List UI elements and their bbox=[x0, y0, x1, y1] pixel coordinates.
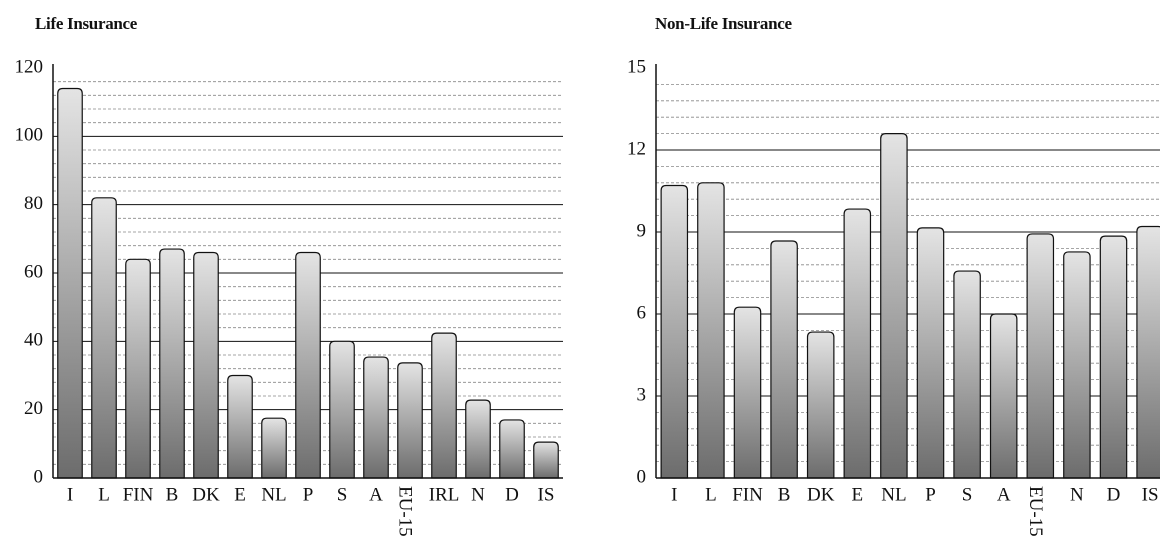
x-tick-label: N bbox=[471, 484, 485, 505]
x-tick-label: DK bbox=[192, 484, 220, 505]
bar bbox=[465, 399, 491, 479]
y-tick-label: 20 bbox=[24, 398, 43, 419]
y-tick-label: 3 bbox=[637, 384, 647, 405]
y-tick-label: 100 bbox=[15, 125, 44, 146]
bar bbox=[397, 362, 423, 479]
bar bbox=[363, 356, 389, 479]
bar bbox=[953, 270, 981, 479]
x-tick-label: B bbox=[778, 484, 791, 505]
bar bbox=[843, 208, 872, 479]
bar bbox=[1136, 225, 1160, 479]
x-tick-label: NL bbox=[261, 484, 286, 505]
x-tick-label: NL bbox=[881, 484, 906, 505]
x-tick-label: S bbox=[962, 484, 973, 505]
bar bbox=[91, 197, 117, 479]
x-tick-label: P bbox=[303, 484, 314, 505]
chart-title: Life Insurance bbox=[35, 14, 138, 33]
bar bbox=[125, 258, 151, 479]
x-tick-label: N bbox=[1070, 484, 1084, 505]
bar bbox=[1063, 251, 1091, 479]
y-tick-label: 12 bbox=[627, 138, 646, 159]
bar bbox=[533, 441, 559, 479]
x-tick-label: EU-15 bbox=[395, 486, 416, 537]
bar bbox=[159, 248, 185, 479]
x-tick-label: IRL bbox=[429, 484, 460, 505]
x-tick-label: P bbox=[925, 484, 936, 505]
x-tick-label: L bbox=[98, 484, 110, 505]
x-tick-label: S bbox=[337, 484, 348, 505]
y-tick-label: 120 bbox=[15, 56, 44, 77]
y-tick-label: 9 bbox=[637, 220, 647, 241]
bar bbox=[295, 251, 321, 479]
x-tick-label: A bbox=[997, 484, 1011, 505]
chart-title: Non-Life Insurance bbox=[655, 14, 792, 33]
bar bbox=[806, 331, 835, 479]
x-tick-label: EU-15 bbox=[1025, 486, 1046, 537]
y-tick-label: 0 bbox=[34, 466, 44, 487]
x-tick-label: D bbox=[1107, 484, 1121, 505]
bar bbox=[697, 182, 725, 479]
bar bbox=[916, 227, 945, 479]
x-tick-label: FIN bbox=[732, 484, 763, 505]
bar bbox=[660, 184, 689, 479]
bar bbox=[227, 374, 253, 479]
bar bbox=[1026, 233, 1055, 479]
y-tick-label: 15 bbox=[627, 56, 646, 77]
y-tick-label: 60 bbox=[24, 261, 43, 282]
x-tick-label: IS bbox=[1142, 484, 1159, 505]
x-tick-label: DK bbox=[807, 484, 835, 505]
bar bbox=[499, 419, 525, 479]
bar bbox=[733, 306, 762, 479]
y-tick-label: 0 bbox=[637, 466, 647, 487]
x-tick-label: I bbox=[671, 484, 677, 505]
bar bbox=[989, 313, 1018, 479]
bar bbox=[261, 417, 287, 479]
bar bbox=[193, 251, 219, 479]
x-tick-label: I bbox=[67, 484, 73, 505]
x-tick-label: L bbox=[705, 484, 717, 505]
bar bbox=[1099, 235, 1128, 479]
y-tick-label: 6 bbox=[637, 302, 647, 323]
x-tick-label: E bbox=[851, 484, 863, 505]
x-tick-label: IS bbox=[538, 484, 555, 505]
x-tick-label: E bbox=[234, 484, 246, 505]
bar bbox=[770, 240, 798, 479]
bar bbox=[880, 133, 908, 479]
y-tick-label: 80 bbox=[24, 193, 43, 214]
x-tick-label: D bbox=[505, 484, 519, 505]
x-tick-label: FIN bbox=[123, 484, 154, 505]
bar bbox=[57, 87, 83, 479]
y-tick-label: 40 bbox=[24, 330, 43, 351]
x-tick-label: A bbox=[369, 484, 383, 505]
x-tick-label: B bbox=[166, 484, 179, 505]
bar bbox=[329, 340, 355, 479]
bar bbox=[431, 332, 457, 479]
